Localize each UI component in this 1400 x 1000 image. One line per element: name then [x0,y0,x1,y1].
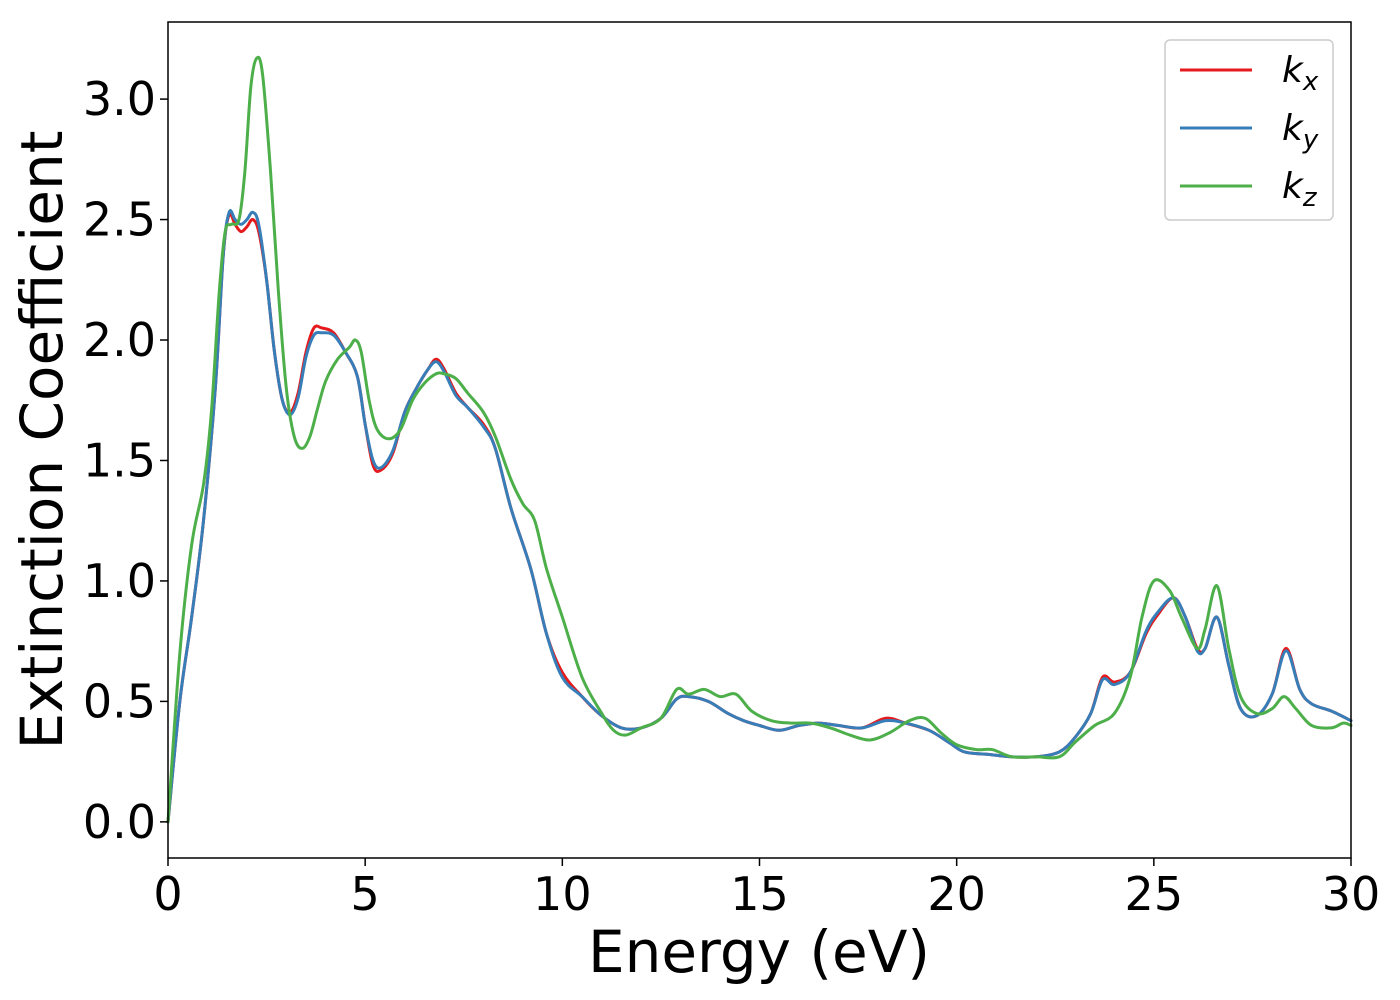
y-axis: 0.0 0.5 1.0 1.5 2.0 2.5 3.0 [83,72,168,849]
x-tick-label: 30 [1322,867,1381,921]
series-layer [166,55,1353,824]
legend: kx ky kz [1164,39,1334,221]
x-tick-label: 5 [351,867,380,921]
y-tick-label: 1.0 [83,554,156,608]
legend-label-k-z: kz [1282,166,1318,213]
y-tick-label: 3.0 [83,72,156,126]
x-tick-label: 25 [1125,867,1184,921]
legend-label-k-x: kx [1282,50,1319,97]
plot-background [168,22,1351,858]
y-tick-label: 0.5 [83,674,156,728]
legend-box [1164,39,1334,221]
x-tick-label: 15 [730,867,789,921]
legend-label-k-y: ky [1282,108,1319,155]
x-axis-title: Energy (eV) [588,918,930,986]
y-tick-label: 0.0 [83,795,156,849]
x-tick-label: 20 [927,867,986,921]
y-tick-label: 1.5 [83,433,156,487]
series-line-k-y [166,209,1353,824]
y-tick-label: 2.5 [83,193,156,247]
x-tick-label: 0 [153,867,182,921]
x-tick-label: 10 [533,867,592,921]
y-axis-title: Extinction Coefficient [8,131,76,750]
x-axis: 0 5 10 15 20 25 30 [153,858,1380,921]
series-line-k-z [166,55,1353,824]
y-tick-label: 2.0 [83,313,156,367]
